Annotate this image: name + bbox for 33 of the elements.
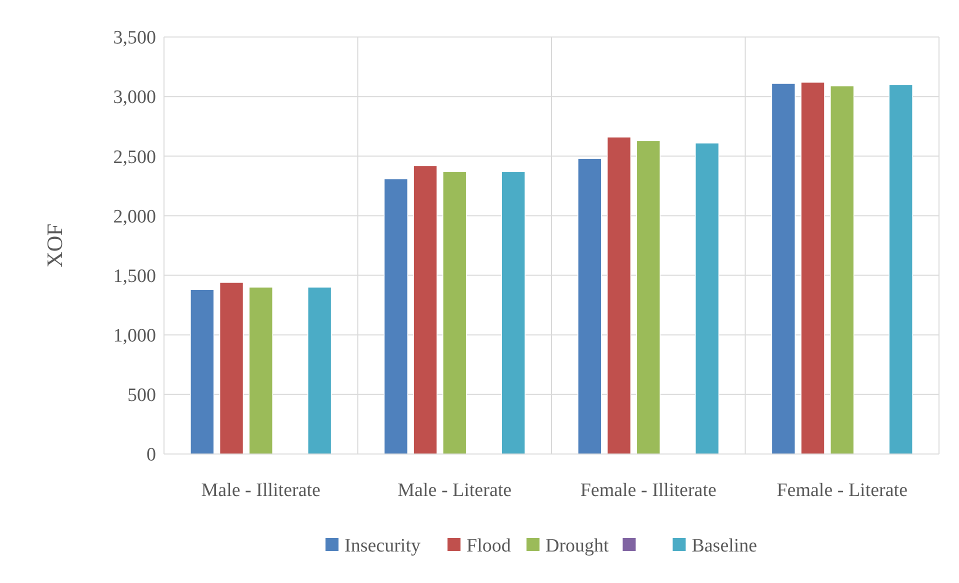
y-tick-label: 3,500 [113,28,156,49]
bar [578,158,602,454]
y-tick-label: 2,000 [113,206,156,228]
bar [694,142,720,454]
y-tick-label: 1,000 [113,326,156,347]
x-tick-label: Male - Illiterate [201,480,320,501]
legend-label: Insecurity [344,536,421,557]
y-tick-label: 1,500 [113,266,156,287]
bar [307,286,332,454]
bar [190,289,214,454]
legend-label: Drought [546,536,610,557]
x-tick-label: Male - Literate [398,480,512,501]
bar [800,82,825,454]
y-tick-label: 3,000 [113,87,156,108]
bar [771,83,796,454]
legend-label: Flood [466,536,512,557]
bar [830,85,854,454]
x-tick-label: Female - Illiterate [580,480,716,501]
bar [888,84,913,454]
bar [248,286,274,454]
bar [413,165,438,454]
legend-label: Baseline [692,536,758,557]
x-tick-label: Female - Literate [776,480,908,501]
bar [219,282,244,454]
bar [606,136,632,454]
bar [384,178,408,454]
bar [442,171,467,454]
y-axis-title: XOF [42,223,67,268]
bar [636,140,661,454]
y-tick-label: 2,500 [113,146,156,168]
bar [501,171,526,454]
y-tick-label: 500 [128,385,156,406]
y-tick-label: 0 [146,444,156,466]
